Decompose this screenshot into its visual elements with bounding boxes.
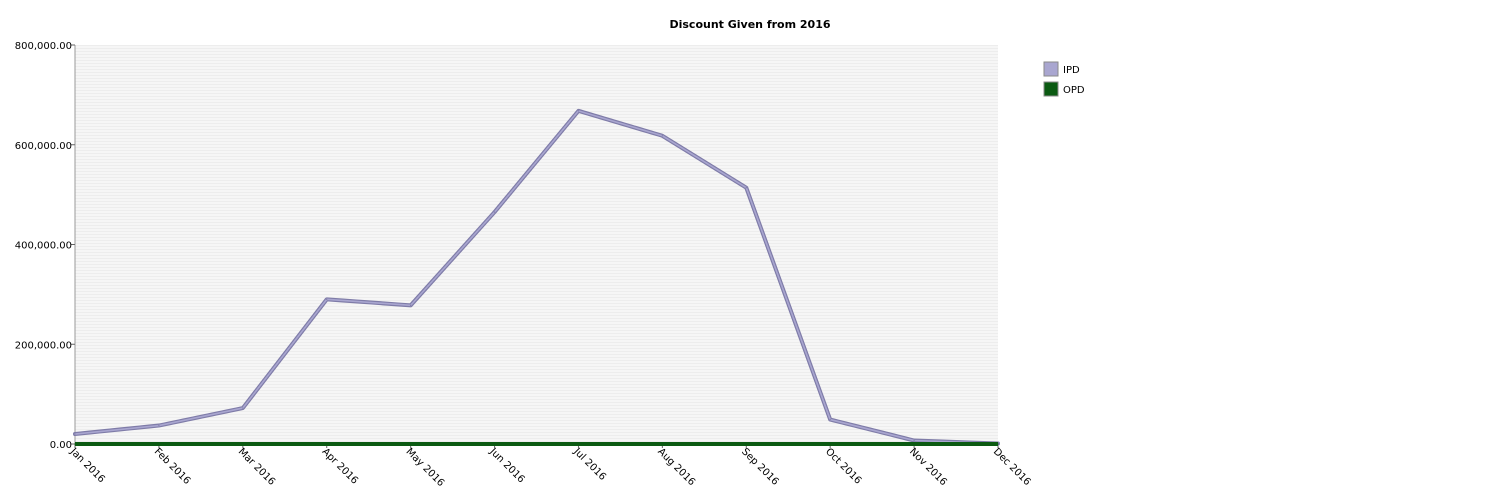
data-point-opd — [158, 443, 160, 445]
x-tick-label: May 2016 — [404, 446, 447, 489]
legend-swatch-opd — [1043, 81, 1059, 97]
y-tick-label: 800,000.00 — [15, 41, 72, 52]
data-point-ipd — [493, 211, 496, 213]
data-point-opd — [997, 443, 999, 445]
y-tick-label: 400,000.00 — [15, 241, 72, 252]
x-tick-label: Oct 2016 — [823, 446, 863, 486]
data-point-ipd — [577, 110, 580, 112]
x-tick-label: Aug 2016 — [655, 446, 697, 488]
x-tick-label: Jan 2016 — [67, 446, 107, 486]
x-tick-label: Dec 2016 — [991, 446, 1033, 488]
data-point-opd — [74, 443, 76, 445]
plot-area: 0.00 200,000.00 400,000.00 600,000.00 800,00… — [15, 41, 1033, 489]
data-point-ipd — [745, 187, 747, 189]
data-point-ipd — [326, 298, 328, 300]
data-point-opd — [829, 443, 831, 445]
y-tick-label: 200,000.00 — [15, 340, 72, 351]
x-tick-label: Sep 2016 — [739, 446, 780, 487]
data-point-opd — [661, 443, 663, 445]
data-point-ipd — [410, 304, 412, 306]
data-point-ipd — [661, 135, 663, 137]
y-tick-label: 0.00 — [50, 440, 72, 451]
data-point-ipd — [74, 433, 76, 435]
legend-label-opd: OPD — [1063, 85, 1085, 96]
x-tick-label: Mar 2016 — [236, 446, 277, 487]
gridlines — [75, 46, 998, 444]
data-point-opd — [913, 443, 915, 445]
x-tick-label: Feb 2016 — [152, 446, 193, 487]
x-tick-label: Apr 2016 — [320, 446, 360, 486]
data-point-ipd — [829, 418, 831, 421]
x-tick-label: Jul 2016 — [571, 446, 608, 483]
data-point-opd — [493, 443, 496, 445]
chart-title: Discount Given from 2016 — [669, 18, 830, 31]
data-point-ipd — [913, 439, 915, 442]
data-point-opd — [242, 443, 244, 445]
legend-label-ipd: IPD — [1063, 65, 1080, 76]
data-point-ipd — [242, 407, 244, 409]
x-tick-label: Jun 2016 — [487, 446, 527, 486]
data-point-ipd — [158, 424, 160, 427]
data-point-opd — [577, 443, 580, 445]
series-line-ipd — [74, 110, 999, 445]
legend-swatch-ipd — [1043, 61, 1059, 77]
data-point-opd — [745, 443, 747, 445]
legend: IPD OPD — [1043, 61, 1085, 97]
data-point-opd — [410, 443, 412, 445]
data-point-opd — [326, 443, 328, 445]
x-tick-label: Nov 2016 — [907, 446, 949, 488]
y-tick-label: 600,000.00 — [15, 141, 72, 152]
